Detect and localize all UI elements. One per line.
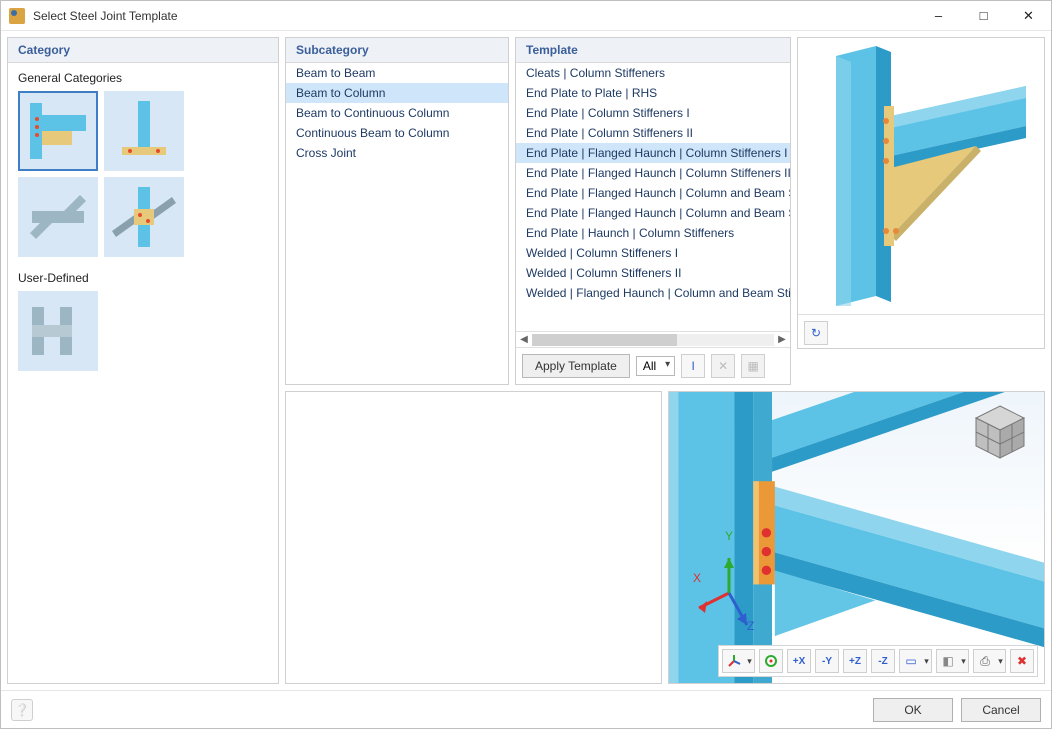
- window-buttons: – □ ✕: [916, 1, 1051, 31]
- template-header: Template: [516, 38, 790, 63]
- template-list[interactable]: Cleats | Column StiffenersEnd Plate to P…: [516, 63, 790, 331]
- new-icon[interactable]: ▦: [741, 354, 765, 378]
- axis-x-label: X: [693, 571, 701, 585]
- reset-view-icon[interactable]: ✖: [1010, 649, 1034, 673]
- print-tool-caret[interactable]: ▾: [996, 649, 1006, 673]
- apply-template-button[interactable]: Apply Template: [522, 354, 630, 378]
- app-icon: [9, 8, 25, 24]
- cat-thumb-userdef[interactable]: [18, 291, 98, 371]
- rename-icon[interactable]: I: [681, 354, 705, 378]
- template-item[interactable]: End Plate to Plate | RHS: [516, 83, 790, 103]
- titlebar: Select Steel Joint Template – □ ✕: [1, 1, 1051, 31]
- view-minusy-icon[interactable]: -Y: [815, 649, 839, 673]
- refresh-preview-icon[interactable]: ↻: [804, 321, 828, 345]
- dialog-footer: ❔ OK Cancel: [1, 690, 1051, 728]
- print-tool-icon[interactable]: ⎙: [973, 649, 997, 673]
- axis-triad-icon: [689, 543, 769, 633]
- hscroll-handle[interactable]: [532, 334, 677, 346]
- delete-icon[interactable]: ✕: [711, 354, 735, 378]
- home-view-icon[interactable]: [759, 649, 783, 673]
- template-item[interactable]: Welded | Column Stiffeners I: [516, 243, 790, 263]
- shade-tool-caret[interactable]: ▾: [959, 649, 969, 673]
- template-item[interactable]: Welded | Flanged Haunch | Column and Bea…: [516, 283, 790, 303]
- general-categories-label: General Categories: [18, 71, 268, 85]
- shade-tool-icon[interactable]: ◧: [936, 649, 960, 673]
- category-body: General Categories: [8, 63, 278, 379]
- preview-thumb-svg: [806, 46, 1036, 306]
- ok-button[interactable]: OK: [873, 698, 953, 722]
- subcategory-item[interactable]: Continuous Beam to Column: [286, 123, 508, 143]
- empty-panel: [285, 391, 662, 684]
- bottom-right-row: X Y Z ▾ +X -Y +Z -Z ▭▾ ◧▾: [285, 391, 1045, 684]
- cat-thumb-moment-icon: [22, 95, 94, 167]
- section-tool-caret[interactable]: ▾: [922, 649, 932, 673]
- hscroll-right[interactable]: ▶: [774, 334, 790, 345]
- template-item[interactable]: End Plate | Column Stiffeners II: [516, 123, 790, 143]
- axes-tool-icon[interactable]: [722, 649, 746, 673]
- section-tool-icon[interactable]: ▭: [899, 649, 923, 673]
- preview-thumb-body: [798, 38, 1044, 314]
- cat-thumb-moment[interactable]: [18, 91, 98, 171]
- template-item[interactable]: End Plate | Flanged Haunch | Column Stif…: [516, 143, 790, 163]
- userdef-label: User-Defined: [18, 271, 268, 285]
- main-preview-body[interactable]: X Y Z ▾ +X -Y +Z -Z ▭▾ ◧▾: [669, 392, 1044, 683]
- cat-thumb-bracing[interactable]: [104, 177, 184, 257]
- preview-toolbar: ▾ +X -Y +Z -Z ▭▾ ◧▾ ⎙▾ ✖: [718, 645, 1038, 677]
- help-button[interactable]: ❔: [11, 699, 33, 721]
- template-item[interactable]: End Plate | Flanged Haunch | Column and …: [516, 183, 790, 203]
- category-header: Category: [8, 38, 278, 63]
- subcategory-header: Subcategory: [286, 38, 508, 63]
- hscroll-track[interactable]: [532, 334, 774, 346]
- dialog-window: Select Steel Joint Template – □ ✕ Catego…: [0, 0, 1052, 729]
- template-item[interactable]: Welded | Column Stiffeners II: [516, 263, 790, 283]
- dialog-body: Category General Categories: [1, 31, 1051, 690]
- cat-thumb-baseplate[interactable]: [104, 91, 184, 171]
- userdef-thumbs: [18, 291, 268, 371]
- view-plusx-icon[interactable]: +X: [787, 649, 811, 673]
- main-preview-panel: X Y Z ▾ +X -Y +Z -Z ▭▾ ◧▾: [668, 391, 1045, 684]
- axis-z-label: Z: [747, 619, 754, 633]
- template-item[interactable]: End Plate | Flanged Haunch | Column Stif…: [516, 163, 790, 183]
- axes-tool-caret[interactable]: ▾: [745, 649, 755, 673]
- subcategory-list[interactable]: Beam to BeamBeam to ColumnBeam to Contin…: [286, 63, 508, 384]
- top-right-row: Subcategory Beam to BeamBeam to ColumnBe…: [285, 37, 1045, 385]
- subcategory-item[interactable]: Beam to Continuous Column: [286, 103, 508, 123]
- cat-thumb-bracing-icon: [108, 181, 180, 253]
- general-thumbs: [18, 91, 268, 257]
- template-item[interactable]: End Plate | Column Stiffeners I: [516, 103, 790, 123]
- preview-thumb-foot: ↻: [798, 314, 1044, 349]
- template-item[interactable]: End Plate | Haunch | Column Stiffeners: [516, 223, 790, 243]
- cat-thumb-userdef-icon: [22, 295, 94, 367]
- template-panel: Template Cleats | Column StiffenersEnd P…: [515, 37, 791, 385]
- hscroll-left[interactable]: ◀: [516, 334, 532, 345]
- cat-thumb-splice[interactable]: [18, 177, 98, 257]
- subcategory-item[interactable]: Beam to Beam: [286, 63, 508, 83]
- cat-thumb-baseplate-icon: [108, 95, 180, 167]
- axis-y-label: Y: [725, 529, 733, 543]
- subcategory-panel: Subcategory Beam to BeamBeam to ColumnBe…: [285, 37, 509, 385]
- category-panel: Category General Categories: [7, 37, 279, 684]
- view-minusz-icon[interactable]: -Z: [871, 649, 895, 673]
- template-filter-select[interactable]: All: [636, 356, 675, 376]
- template-toolbar: Apply Template All I ✕ ▦: [516, 347, 790, 384]
- template-hscroll[interactable]: ◀ ▶: [516, 331, 790, 347]
- template-item[interactable]: End Plate | Flanged Haunch | Column and …: [516, 203, 790, 223]
- close-button[interactable]: ✕: [1006, 1, 1051, 31]
- view-cube-icon[interactable]: [970, 402, 1030, 462]
- subcategory-item[interactable]: Beam to Column: [286, 83, 508, 103]
- maximize-button[interactable]: □: [961, 1, 1006, 31]
- right-wrap: Subcategory Beam to BeamBeam to ColumnBe…: [285, 37, 1045, 684]
- cat-thumb-splice-icon: [22, 181, 94, 253]
- window-title: Select Steel Joint Template: [33, 9, 916, 23]
- preview-thumb-panel: ↻: [797, 37, 1045, 349]
- subcategory-item[interactable]: Cross Joint: [286, 143, 508, 163]
- template-item[interactable]: Cleats | Column Stiffeners: [516, 63, 790, 83]
- view-plusz-icon[interactable]: +Z: [843, 649, 867, 673]
- minimize-button[interactable]: –: [916, 1, 961, 31]
- cancel-button[interactable]: Cancel: [961, 698, 1041, 722]
